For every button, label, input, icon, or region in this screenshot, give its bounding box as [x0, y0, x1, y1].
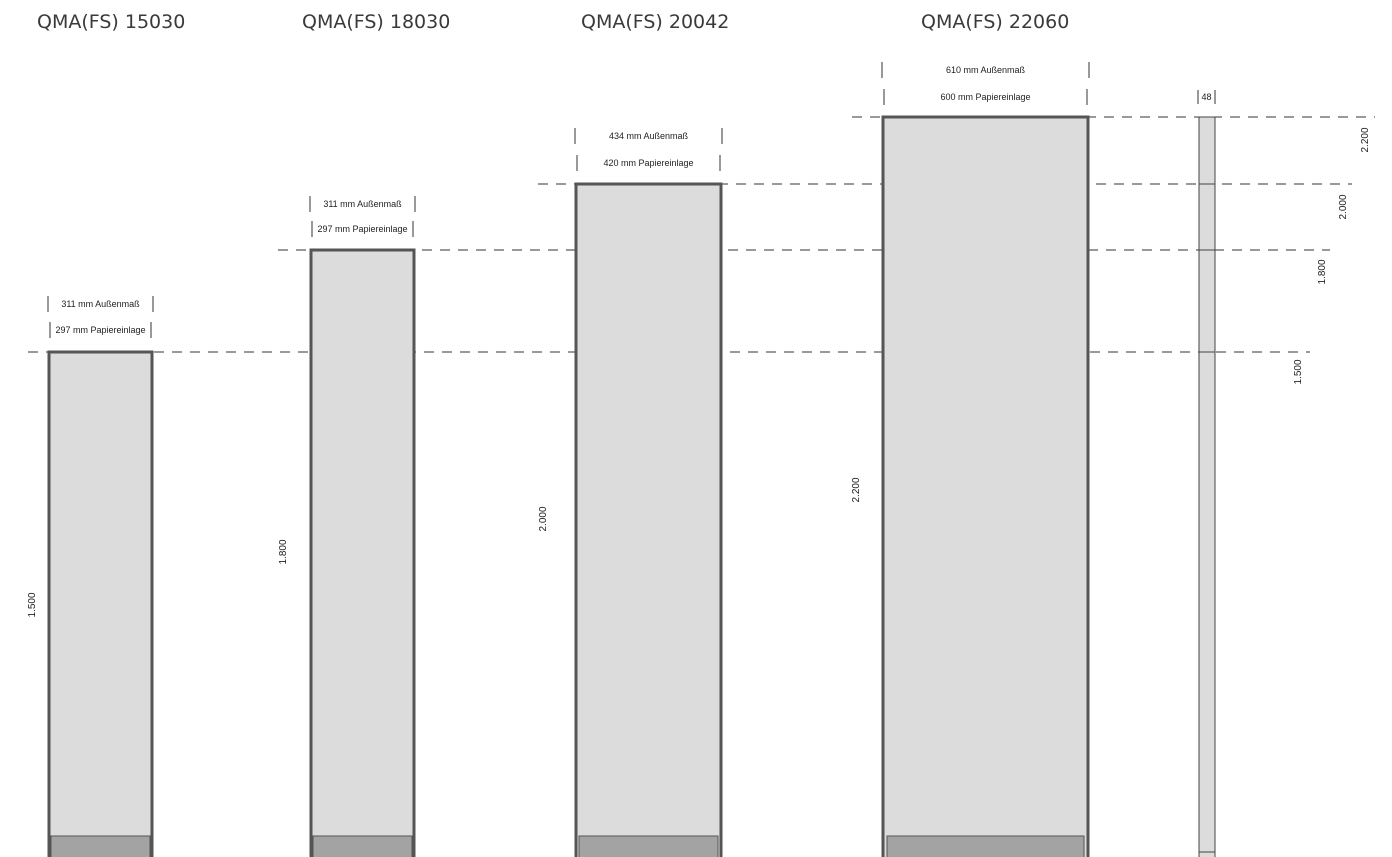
panel-18030: 311 mm Außenmaß 297 mm Papiereinlage 1.8…: [278, 196, 416, 857]
height-label: 1.800: [278, 539, 289, 564]
product-title-15030: QMA(FS) 15030: [37, 11, 185, 33]
height-label: 1.500: [27, 592, 38, 617]
outer-dimension-label: 311 mm Außenmaß: [323, 199, 402, 209]
panel-base: [886, 835, 1085, 857]
height-label: 2.200: [851, 477, 862, 502]
insert-dimension-label: 297 mm Papiereinlage: [55, 325, 145, 335]
outer-dimension-label: 610 mm Außenmaß: [946, 65, 1026, 75]
panel-22060: 610 mm Außenmaß 600 mm Papiereinlage 2.2…: [851, 62, 1090, 857]
insert-dimension-label: 297 mm Papiereinlage: [317, 224, 407, 234]
post-width-label: 48: [1201, 92, 1211, 102]
outer-dimension-label: 434 mm Außenmaß: [609, 131, 689, 141]
height-label: 2.000: [538, 506, 549, 531]
panel-base: [312, 835, 413, 857]
product-title-18030: QMA(FS) 18030: [302, 11, 450, 33]
panel-base: [50, 835, 151, 857]
panel-base: [578, 835, 719, 857]
post-height-label-1800: 1.800: [1317, 259, 1328, 284]
display-panel: [881, 115, 1090, 857]
insert-dimension-label: 420 mm Papiereinlage: [603, 158, 693, 168]
panel-15030: 311 mm Außenmaß 297 mm Papiereinlage 1.5…: [27, 296, 154, 857]
display-panel: [574, 182, 723, 857]
insert-dimension-label: 600 mm Papiereinlage: [940, 92, 1030, 102]
post-height-label-1500: 1.500: [1293, 359, 1304, 384]
post-height-label-2200: 2.200: [1360, 127, 1371, 152]
product-title-22060: QMA(FS) 22060: [921, 11, 1069, 33]
outer-dimension-label: 311 mm Außenmaß: [61, 299, 140, 309]
product-title-20042: QMA(FS) 20042: [581, 11, 729, 33]
post-height-label-2000: 2.000: [1338, 194, 1349, 219]
display-panel: [47, 350, 154, 857]
post-profile: [1198, 116, 1216, 857]
panel-20042: 434 mm Außenmaß 420 mm Papiereinlage 2.0…: [538, 128, 723, 857]
display-panel: [309, 248, 416, 857]
post-side-view: 48 2.200 2.000 1.800 1.500: [1197, 90, 1371, 857]
